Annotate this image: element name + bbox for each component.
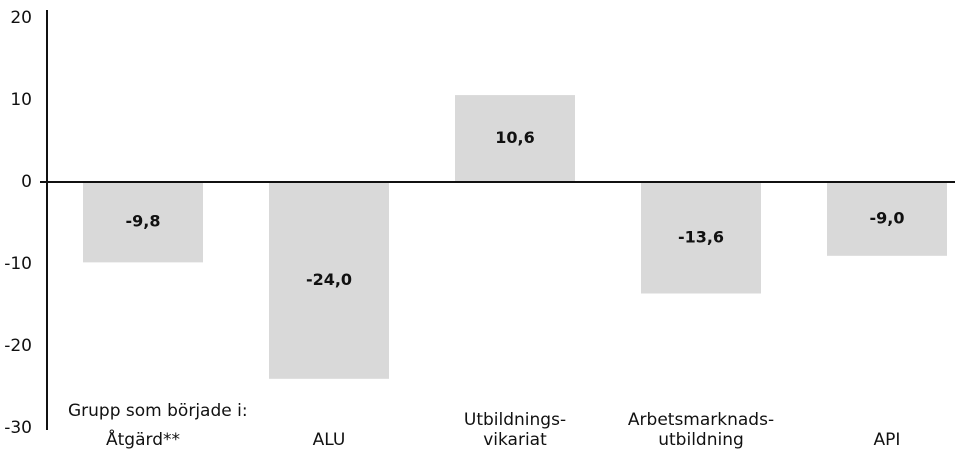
x-tick-label: utbildning [658,430,744,450]
y-tick-label: 10 [10,90,32,110]
value-label: -24,0 [306,270,352,289]
y-tick-label: -30 [4,418,32,438]
y-tick-label: 20 [10,8,32,28]
bar [641,182,761,294]
bar [269,182,389,379]
x-tick-label: API [874,430,901,450]
x-tick-label: Åtgärd** [106,428,180,450]
x-tick-label: vikariat [483,430,547,450]
annotation: Grupp som började i: [68,401,248,421]
y-tick-label: -20 [4,336,32,356]
bar [455,95,575,182]
x-tick-label: Arbetsmarknads- [628,410,774,430]
x-tick-label: ALU [313,430,346,450]
y-tick-label: 0 [21,172,32,192]
y-tick-label: -10 [4,254,32,274]
x-tick-label: Utbildnings- [464,410,566,430]
value-label: -9,8 [126,212,161,231]
value-label: -9,0 [870,208,905,227]
value-label: 10,6 [495,128,534,147]
bar [83,182,203,263]
bar [827,182,947,256]
value-label: -13,6 [678,227,724,246]
